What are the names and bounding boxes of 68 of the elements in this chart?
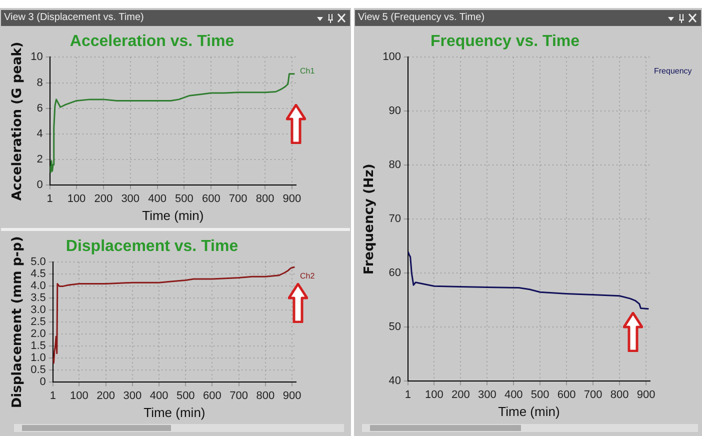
x-axis-title: Time (min) bbox=[142, 208, 204, 223]
x-tick-label: 200 bbox=[94, 192, 113, 205]
x-tick-label: 700 bbox=[228, 192, 248, 205]
text: View 3 (Displacement vs. Time) bbox=[4, 12, 144, 23]
x-tick-label: 600 bbox=[203, 390, 222, 402]
x-tick-label: 100 bbox=[424, 388, 444, 401]
x-tick-label: 700 bbox=[230, 390, 248, 402]
y-tick-label: 2.5 bbox=[30, 316, 46, 328]
y-axis-title: Displacement (mm p-p) bbox=[10, 236, 26, 408]
x-axis-title: Time (min) bbox=[144, 404, 206, 420]
y-tick-label: 8 bbox=[36, 76, 43, 89]
x-tick-label: 300 bbox=[121, 192, 140, 205]
x-axis-title: Time (min) bbox=[498, 404, 560, 419]
y-tick-label: 100 bbox=[382, 51, 401, 64]
chart-title: Acceleration vs. Time bbox=[70, 33, 234, 50]
x-tick-label: 700 bbox=[584, 388, 602, 401]
x-tick-label: 200 bbox=[96, 390, 115, 402]
y-axis-title: Acceleration (G peak) bbox=[10, 42, 26, 201]
y-tick-label: 1.0 bbox=[30, 352, 46, 364]
x-tick-label: 400 bbox=[504, 388, 523, 401]
y-axis-title: Frequency (Hz) bbox=[362, 164, 378, 275]
x-tick-label: 1 bbox=[46, 192, 53, 205]
y-tick-label: 60 bbox=[388, 267, 401, 280]
text: Frequency bbox=[654, 66, 692, 76]
y-tick-label: 80 bbox=[388, 159, 401, 172]
y-tick-label: 90 bbox=[388, 105, 401, 118]
y-tick-label: 0 bbox=[40, 376, 46, 388]
y-tick-label: 0 bbox=[36, 179, 43, 192]
x-tick-label: 800 bbox=[256, 390, 275, 402]
x-tick-label: 500 bbox=[176, 390, 195, 402]
x-tick-label: 400 bbox=[148, 192, 166, 205]
x-tick-label: 100 bbox=[67, 192, 86, 205]
y-tick-label: 3.0 bbox=[30, 304, 46, 316]
x-tick-label: 200 bbox=[451, 388, 470, 401]
y-tick-label: 2 bbox=[36, 154, 43, 166]
x-tick-label: 1 bbox=[50, 390, 56, 402]
y-tick-label: 5.0 bbox=[30, 256, 46, 268]
y-tick-label: 3.5 bbox=[30, 292, 46, 304]
y-tick-label: 4 bbox=[36, 128, 43, 140]
x-tick-label: 500 bbox=[175, 192, 194, 205]
x-tick-label: 600 bbox=[202, 192, 220, 205]
x-tick-label: 800 bbox=[256, 192, 274, 205]
x-tick-label: 900 bbox=[282, 390, 302, 402]
y-tick-label: 50 bbox=[388, 321, 401, 334]
x-tick-label: 900 bbox=[282, 192, 302, 205]
y-tick-label: 6 bbox=[36, 102, 43, 114]
x-tick-label: 600 bbox=[557, 388, 576, 401]
series-label: Ch1 bbox=[300, 66, 316, 76]
y-tick-label: 0.5 bbox=[30, 364, 46, 376]
chart-title: Displacement vs. Time bbox=[66, 238, 238, 256]
x-tick-label: 1 bbox=[404, 388, 412, 401]
y-tick-label: 4.0 bbox=[30, 280, 46, 292]
series-label: Ch2 bbox=[300, 271, 316, 280]
x-tick-label: 300 bbox=[478, 388, 496, 401]
y-tick-label: 10 bbox=[30, 51, 43, 64]
y-tick-label: 2.0 bbox=[30, 328, 46, 340]
x-tick-label: 300 bbox=[123, 390, 142, 402]
y-tick-label: 70 bbox=[388, 213, 401, 226]
y-tick-label: 1.5 bbox=[30, 340, 46, 352]
x-tick-label: 800 bbox=[610, 388, 629, 401]
chart-title: Frequency vs. Time bbox=[430, 33, 580, 50]
x-tick-label: 500 bbox=[530, 388, 550, 401]
y-tick-label: 40 bbox=[388, 375, 401, 388]
text: View 5 (Frequency vs. Time) bbox=[358, 12, 485, 23]
x-tick-label: 100 bbox=[70, 390, 88, 402]
x-tick-label: 900 bbox=[636, 388, 656, 401]
x-tick-label: 400 bbox=[150, 390, 168, 402]
y-tick-label: 4.5 bbox=[30, 268, 46, 280]
